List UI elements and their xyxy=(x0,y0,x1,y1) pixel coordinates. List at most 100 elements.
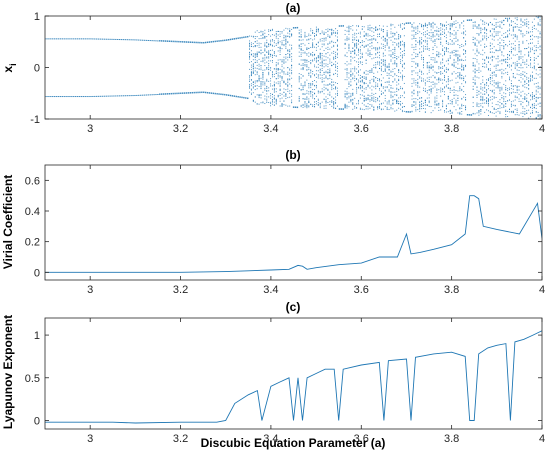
bifurcation-point xyxy=(331,29,333,31)
bifurcation-point xyxy=(315,87,317,89)
bifurcation-point xyxy=(231,95,234,97)
bifurcation-point xyxy=(132,39,134,41)
bifurcation-point xyxy=(524,81,526,83)
bifurcation-point xyxy=(266,86,268,88)
bifurcation-point xyxy=(291,58,293,60)
bifurcation-point xyxy=(371,94,373,96)
bifurcation-point xyxy=(367,86,369,88)
bifurcation-point xyxy=(218,40,220,42)
bifurcation-point xyxy=(428,34,430,36)
bifurcation-point xyxy=(352,92,354,94)
bifurcation-point xyxy=(392,24,394,26)
bifurcation-point xyxy=(522,90,524,92)
bifurcation-point xyxy=(76,96,79,98)
bifurcation-point xyxy=(214,92,216,95)
bifurcation-point xyxy=(522,113,524,115)
bifurcation-point xyxy=(379,51,381,53)
bifurcation-point xyxy=(505,105,507,107)
bifurcation-point xyxy=(250,64,252,66)
bifurcation-point xyxy=(275,37,277,39)
bifurcation-point xyxy=(103,38,106,40)
bifurcation-point xyxy=(289,56,291,58)
bifurcation-point xyxy=(379,48,381,50)
bifurcation-point xyxy=(262,102,264,104)
bifurcation-point xyxy=(298,79,300,81)
bifurcation-point xyxy=(432,69,434,71)
bifurcation-point xyxy=(421,103,423,105)
bifurcation-point xyxy=(472,70,474,72)
bifurcation-point xyxy=(357,39,359,41)
bifurcation-point xyxy=(482,58,484,60)
bifurcation-point xyxy=(499,21,501,23)
bifurcation-point xyxy=(380,62,382,64)
bifurcation-point xyxy=(482,93,484,95)
bifurcation-point xyxy=(436,89,438,91)
bifurcation-point xyxy=(474,24,476,26)
bifurcation-point xyxy=(509,40,511,42)
bifurcation-point xyxy=(522,106,524,108)
bifurcation-point xyxy=(461,113,463,115)
bifurcation-point xyxy=(323,50,325,52)
bifurcation-point xyxy=(225,94,228,96)
bifurcation-point xyxy=(264,29,266,31)
bifurcation-point xyxy=(440,95,442,97)
bifurcation-point xyxy=(371,78,373,80)
bifurcation-point xyxy=(375,29,377,31)
bifurcation-point xyxy=(172,40,174,43)
bifurcation-point xyxy=(252,72,254,74)
bifurcation-point xyxy=(369,87,371,89)
bifurcation-point xyxy=(371,48,373,50)
bifurcation-point xyxy=(317,42,319,44)
bifurcation-point xyxy=(350,68,352,70)
bifurcation-point xyxy=(474,21,476,23)
bifurcation-point xyxy=(279,81,281,83)
bifurcation-point xyxy=(457,90,459,92)
bifurcation-point xyxy=(348,63,350,65)
bifurcation-point xyxy=(300,52,302,54)
bifurcation-point xyxy=(331,100,333,102)
bifurcation-point xyxy=(193,41,195,44)
bifurcation-point xyxy=(428,48,430,50)
bifurcation-point xyxy=(348,83,350,85)
bifurcation-point xyxy=(382,108,384,110)
bifurcation-point xyxy=(415,46,417,48)
bifurcation-point xyxy=(122,95,125,97)
bifurcation-point xyxy=(279,105,281,107)
bifurcation-point xyxy=(277,75,279,77)
bifurcation-point xyxy=(419,23,421,25)
bifurcation-point xyxy=(279,84,281,86)
bifurcation-point xyxy=(260,31,262,33)
bifurcation-point xyxy=(430,26,432,28)
bifurcation-point xyxy=(352,94,354,96)
bifurcation-point xyxy=(300,46,302,48)
bifurcation-point xyxy=(390,28,392,30)
bifurcation-point xyxy=(512,104,514,106)
bifurcation-point xyxy=(463,91,465,93)
bifurcation-point xyxy=(476,102,478,104)
bifurcation-point xyxy=(333,50,335,52)
bifurcation-point xyxy=(487,57,489,59)
bifurcation-point xyxy=(394,55,396,57)
bifurcation-point xyxy=(384,90,386,92)
bifurcation-point xyxy=(273,104,275,106)
bifurcation-point xyxy=(424,31,426,33)
bifurcation-point xyxy=(348,81,350,83)
bifurcation-point xyxy=(289,69,291,71)
bifurcation-point xyxy=(403,91,405,93)
bifurcation-point xyxy=(459,78,461,80)
bifurcation-point xyxy=(455,31,457,33)
bifurcation-point xyxy=(514,85,516,87)
bifurcation-point xyxy=(266,45,268,47)
bifurcation-point xyxy=(279,68,281,70)
bifurcation-point xyxy=(287,71,289,73)
bifurcation-point xyxy=(434,104,436,106)
bifurcation-point xyxy=(390,60,392,62)
bifurcation-point xyxy=(509,87,511,89)
bifurcation-point xyxy=(518,80,520,82)
bifurcation-point xyxy=(321,88,323,90)
bifurcation-point xyxy=(522,111,524,113)
bifurcation-point xyxy=(484,87,486,89)
bifurcation-point xyxy=(501,20,503,22)
bifurcation-point xyxy=(413,90,415,92)
bifurcation-point xyxy=(530,36,532,38)
